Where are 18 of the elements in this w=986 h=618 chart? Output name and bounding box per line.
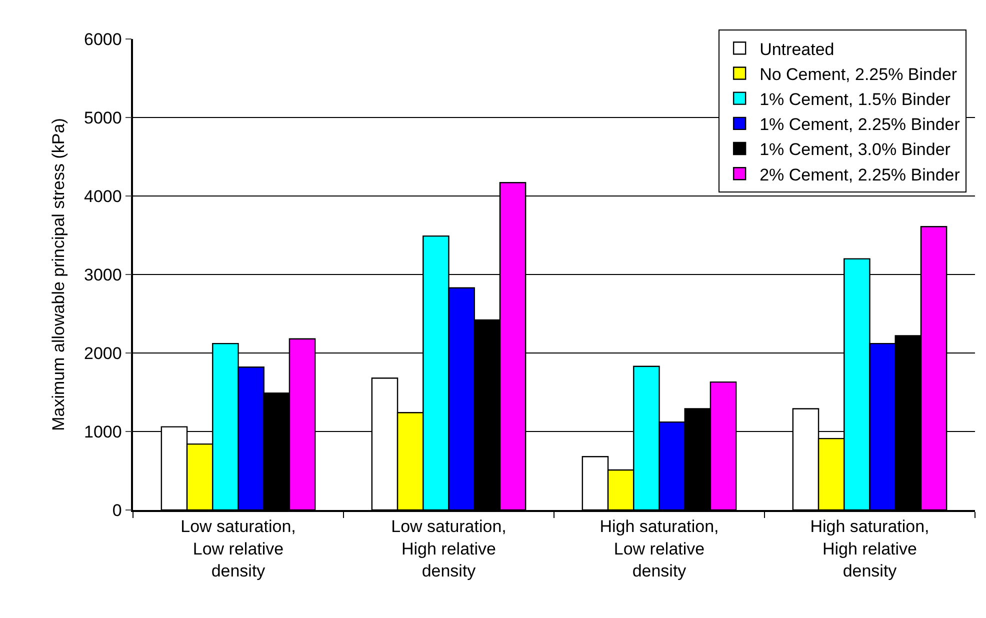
legend-label: 1% Cement, 2.25% Binder xyxy=(760,115,960,134)
y-tick-label: 3000 xyxy=(84,265,122,284)
y-tick-label: 5000 xyxy=(84,108,122,128)
x-tick-label: Low saturation, Low relative density xyxy=(180,517,296,580)
y-tick-label: 2000 xyxy=(84,344,122,363)
y-tick-label: 0 xyxy=(112,500,122,520)
x-tick-label: High saturation, High relative density xyxy=(810,517,930,580)
y-axis-title: Maximum allowable principal stress (kPa) xyxy=(49,118,68,431)
legend-label: Untreated xyxy=(760,40,834,59)
legend-label: No Cement, 2.25% Binder xyxy=(760,64,958,84)
legend-label: 2% Cement, 2.25% Binder xyxy=(760,165,960,184)
x-tick-label: Low saturation, High relative density xyxy=(391,517,506,580)
y-tick-label: 1000 xyxy=(84,422,122,442)
legend-label: 1% Cement, 3.0% Binder xyxy=(760,140,951,160)
y-tick-label: 4000 xyxy=(84,186,122,206)
y-tick-label: 6000 xyxy=(84,30,122,49)
x-tick-label: High saturation, Low relative density xyxy=(600,517,719,580)
legend-label: 1% Cement, 1.5% Binder xyxy=(760,90,951,109)
